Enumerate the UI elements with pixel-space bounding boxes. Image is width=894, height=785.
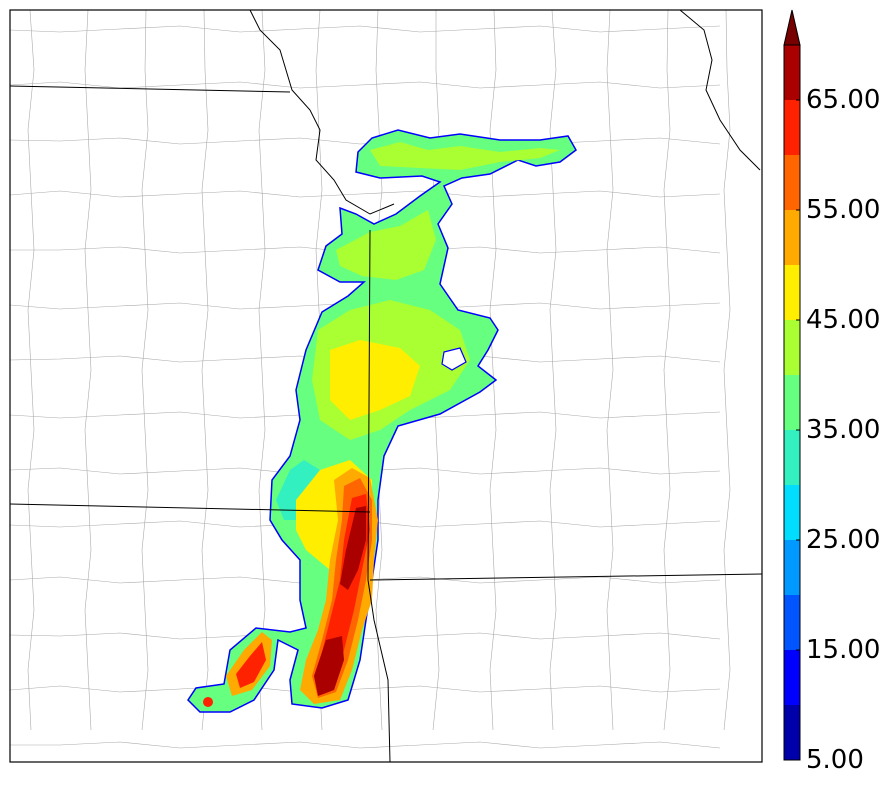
map-frame <box>9 9 763 763</box>
colorbar-tick-label: 65.00 <box>806 85 881 115</box>
echo-65-core-a <box>340 506 366 590</box>
colorbar-extend-arrow <box>783 9 801 46</box>
colorbar-segment <box>784 595 800 650</box>
state-borders <box>9 9 763 763</box>
reflectivity-field <box>187 129 577 713</box>
colorbar-segment <box>784 375 800 430</box>
colorbar-tick-label: 25.00 <box>806 525 881 555</box>
colorbar-segment <box>784 155 800 210</box>
echo-sw-red <box>236 642 266 688</box>
colorbar-segment <box>784 320 800 375</box>
echo-40-mid <box>336 210 436 280</box>
map-area <box>9 9 763 763</box>
colorbar-tick-label: 45.00 <box>806 305 881 335</box>
colorbar-segment <box>784 100 800 155</box>
colorbar <box>783 9 801 761</box>
colorbar-segment <box>784 210 800 265</box>
colorbar-tick-label: 35.00 <box>806 415 881 445</box>
colorbar-tick-label: 55.00 <box>806 195 881 225</box>
colorbar-tick-label: 5.00 <box>806 745 864 775</box>
colorbar-tick-label: 15.00 <box>806 635 881 665</box>
colorbar-segment <box>784 540 800 595</box>
colorbar-segment <box>784 430 800 485</box>
colorbar-segment <box>784 705 800 760</box>
colorbar-segment <box>784 265 800 320</box>
colorbar-segment <box>784 45 800 100</box>
echo-40-north <box>370 142 560 170</box>
echo-hole <box>441 347 467 371</box>
echo-45-center <box>330 340 420 420</box>
echo-sw-cell <box>203 697 213 707</box>
colorbar-outline <box>783 44 801 761</box>
colorbar-segment <box>784 485 800 540</box>
echo-65-core-b <box>314 636 344 696</box>
colorbar-segment <box>784 650 800 705</box>
